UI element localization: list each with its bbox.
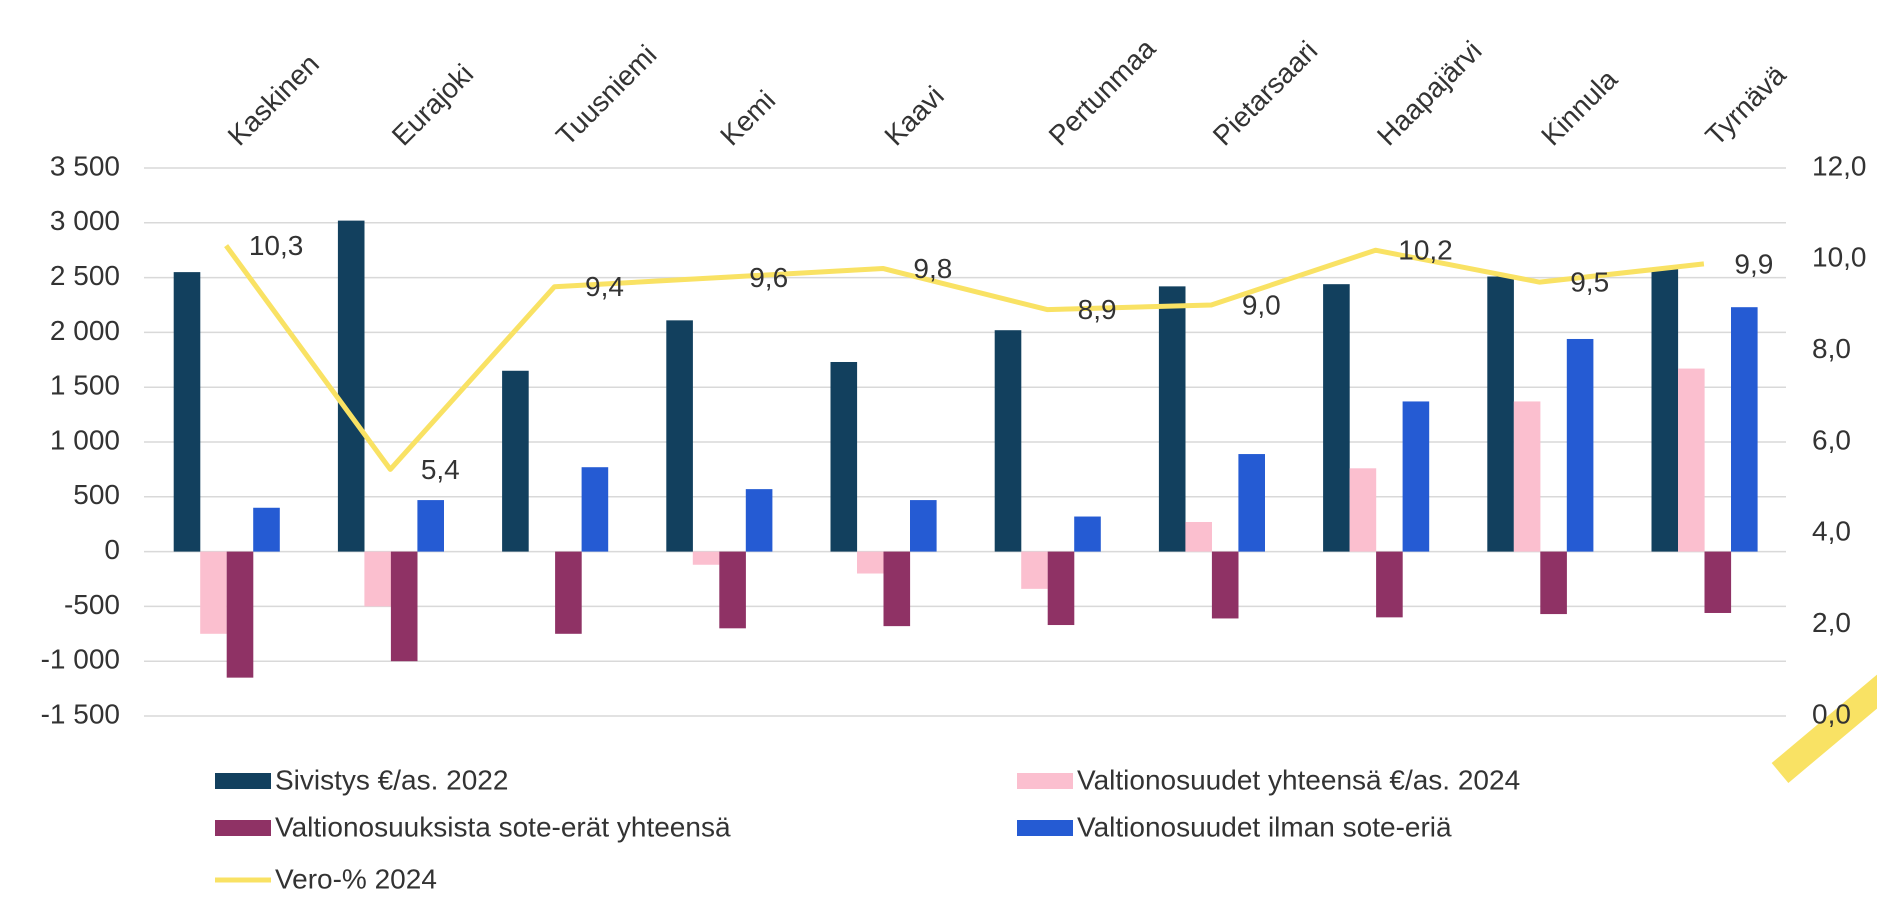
bar: [227, 552, 254, 678]
bar: [1487, 277, 1514, 552]
bar: [338, 221, 365, 552]
x-tick-label: Tuusniemi: [550, 39, 663, 152]
bar: [555, 552, 582, 634]
bar: [200, 552, 227, 634]
x-tick-label: Haapajärvi: [1371, 35, 1488, 152]
bar: [1731, 307, 1758, 551]
bar: [417, 500, 444, 552]
bar: [502, 371, 529, 552]
bar: [1323, 284, 1350, 551]
bar: [910, 500, 937, 552]
y2-tick-label: 4,0: [1812, 516, 1851, 547]
bar: [1652, 269, 1679, 552]
data-label: 10,3: [249, 230, 304, 261]
x-tick-label: Kinnula: [1535, 63, 1623, 151]
bar: [719, 552, 746, 629]
bar: [693, 552, 720, 565]
x-tick-label: Kaavi: [878, 80, 949, 151]
bar: [391, 552, 418, 662]
data-label: 10,2: [1398, 235, 1453, 266]
y-tick-label: -1 000: [41, 644, 120, 675]
data-label: 9,9: [1734, 248, 1773, 279]
bar: [1238, 454, 1265, 552]
data-label: 5,4: [421, 454, 460, 485]
legend-swatch: [1017, 773, 1073, 789]
x-tick-label: Kemi: [714, 84, 781, 151]
legend-swatch: [215, 820, 271, 836]
legend-swatch: [215, 773, 271, 789]
bar: [1159, 286, 1186, 551]
bar: [1705, 552, 1732, 613]
data-label: 9,8: [913, 253, 952, 284]
y2-tick-label: 8,0: [1812, 333, 1851, 364]
y2-tick-label: 0,0: [1812, 698, 1851, 729]
y-tick-label: 3 000: [50, 205, 120, 236]
y-tick-label: -500: [64, 589, 120, 620]
x-tick-label: Pietarsaari: [1207, 35, 1324, 152]
bar: [1678, 369, 1705, 552]
y2-tick-label: 6,0: [1812, 424, 1851, 455]
y-tick-label: 1 500: [50, 370, 120, 401]
chart: -1 500 -1 000 -500 0 500 1 000 1 500 2 000 2 500…: [0, 0, 1877, 892]
y-tick-label: 2 500: [50, 260, 120, 291]
bar: [1350, 468, 1377, 551]
bar: [746, 489, 773, 551]
line: [226, 246, 1704, 470]
y-tick-label: -1 500: [41, 698, 120, 729]
y2-tick-label: 10,0: [1812, 242, 1867, 273]
legend-label: Valtionosuudet ilman sote-eriä: [1077, 811, 1452, 842]
bar: [1514, 401, 1541, 551]
y-tick-label: 0: [104, 534, 120, 565]
bar: [1185, 522, 1212, 552]
bar: [1021, 552, 1048, 589]
legend-label: Sivistys €/as. 2022: [275, 764, 508, 795]
legend-swatch: [1017, 820, 1073, 836]
legend-label: Valtionosuuksista sote-erät yhteensä: [275, 811, 731, 842]
x-tick-label: Tyrnävä: [1699, 59, 1792, 152]
bar: [1567, 339, 1594, 552]
bar: [253, 508, 280, 552]
data-label: 9,5: [1570, 267, 1609, 298]
bar: [1403, 401, 1430, 551]
y-tick-label: 3 500: [50, 150, 120, 181]
bar: [884, 552, 911, 627]
y-tick-label: 500: [73, 479, 120, 510]
bar: [1074, 517, 1101, 552]
bar: [857, 552, 884, 574]
x-tick-label: Kaskinen: [222, 48, 325, 151]
bar: [364, 552, 391, 607]
data-label: 9,4: [585, 271, 624, 302]
data-label: 8,9: [1078, 294, 1117, 325]
bar: [995, 330, 1022, 551]
bar: [1048, 552, 1075, 625]
y2-tick-label: 12,0: [1812, 150, 1867, 181]
bar: [666, 320, 693, 551]
bar: [1212, 552, 1239, 619]
bar: [174, 272, 201, 551]
x-tick-label: Pertunmaa: [1043, 32, 1162, 151]
bar: [1376, 552, 1403, 618]
legend-label: Valtionosuudet yhteensä €/as. 2024: [1077, 764, 1520, 795]
y-tick-label: 2 000: [50, 315, 120, 346]
y2-tick-label: 2,0: [1812, 607, 1851, 638]
data-label: 9,0: [1242, 289, 1281, 320]
x-tick-label: Eurajoki: [386, 58, 479, 151]
bar: [831, 362, 858, 552]
bar: [582, 467, 609, 551]
data-label: 9,6: [749, 262, 788, 293]
y-tick-label: 1 000: [50, 424, 120, 455]
bar: [1540, 552, 1567, 614]
legend-label: Vero-% 2024: [275, 863, 437, 892]
